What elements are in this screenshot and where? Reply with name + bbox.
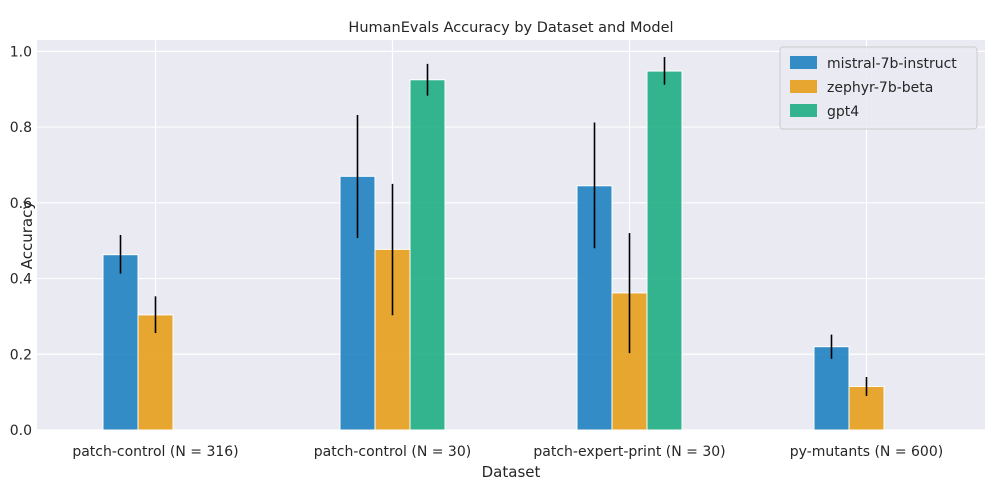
- grid-lines: [37, 40, 985, 431]
- legend-label: mistral-7b-instruct: [827, 56, 957, 72]
- chart-title: HumanEvals Accuracy by Dataset and Model: [348, 20, 673, 36]
- bar: [646, 70, 683, 431]
- y-tick-labels: 0.0 0.2 0.4 0.6 0.8 1.0: [10, 44, 32, 439]
- bar: [102, 254, 139, 431]
- bar: [374, 248, 411, 431]
- x-axis-label: Dataset: [482, 463, 541, 481]
- y-tick-label: 1.0: [10, 44, 32, 60]
- y-axis-label: Accuracy: [18, 201, 36, 270]
- x-tick-labels: patch-control (N = 316) patch-control (N …: [72, 444, 943, 460]
- y-tick-label: 0.2: [10, 347, 32, 363]
- bar: [409, 79, 446, 431]
- y-tick-label: 0.8: [10, 120, 32, 136]
- y-tick-label: 0.4: [10, 272, 32, 288]
- x-tick-label: patch-control (N = 316): [72, 444, 238, 460]
- bar: [339, 175, 376, 431]
- x-tick-label: patch-expert-print (N = 30): [533, 444, 725, 460]
- legend-swatch: [790, 80, 817, 93]
- x-tick-label: py-mutants (N = 600): [790, 444, 943, 460]
- legend-box: [779, 46, 978, 130]
- legend-swatch: [790, 56, 817, 69]
- bar: [813, 346, 850, 431]
- legend-label: gpt4: [827, 104, 859, 120]
- y-tick-label: 0.6: [10, 196, 32, 212]
- y-tick-label: 0.0: [10, 423, 32, 439]
- legend: mistral-7b-instruct zephyr-7b-beta gpt4: [779, 46, 978, 130]
- x-tick-label: patch-control (N = 30): [314, 444, 471, 460]
- legend-label: zephyr-7b-beta: [827, 80, 933, 96]
- legend-swatch: [790, 104, 817, 117]
- bar: [137, 314, 174, 431]
- error-bars: [119, 57, 868, 396]
